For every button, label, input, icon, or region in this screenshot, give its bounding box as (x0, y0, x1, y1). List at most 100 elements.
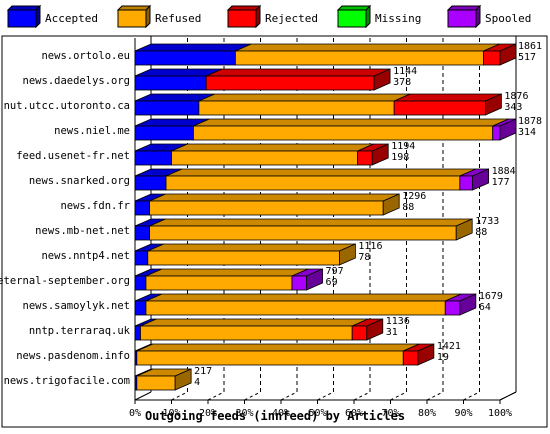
bar-end-face (371, 143, 389, 166)
legend-swatch-top-refused (116, 5, 152, 11)
bar-segment-spooled (444, 300, 461, 316)
bar-segment-refused (198, 100, 395, 116)
bar-segment-accepted (134, 75, 207, 91)
bar-row (134, 293, 477, 316)
floor-gridline (171, 391, 188, 401)
legend-swatch-side-missing (365, 4, 371, 29)
legend-swatch-missing (337, 9, 367, 28)
bar-segment-refused (136, 375, 176, 391)
bar-segment-refused (145, 275, 293, 291)
bar-end-face (472, 168, 490, 191)
legend: Accepted Refused Rejected Missing Spooled (6, 4, 531, 29)
bar-segment-refused (149, 200, 384, 216)
bar-segment-top-rejected (393, 93, 502, 102)
floor-gridline (244, 391, 261, 401)
floor-gridline (463, 391, 480, 401)
bar-segment-spooled (459, 175, 474, 191)
legend-swatch-rejected (227, 9, 257, 28)
bar-end-face (455, 218, 473, 241)
bar-segment-top-refused (145, 293, 462, 302)
bar-end-face (306, 268, 323, 291)
bar-end-face (382, 193, 400, 216)
legend-label-accepted: Accepted (45, 12, 98, 25)
bar-segment-accepted (134, 275, 147, 291)
x-tick-label: 50% (308, 408, 326, 419)
bar-segment-accepted (134, 150, 172, 166)
data-label-accepted: 4 (194, 377, 200, 388)
category-label: news.snarked.org (29, 175, 130, 187)
bar-row (134, 43, 517, 66)
data-label-accepted: 19 (437, 352, 449, 363)
x-tick-label: 90% (454, 408, 472, 419)
bar-segment-accepted (134, 300, 147, 316)
bar-segment-top-refused (149, 218, 473, 227)
legend-swatch-side-accepted (35, 4, 41, 29)
category-label: nntp.terraraq.uk (29, 325, 131, 337)
bar-segment-refused (147, 250, 340, 266)
bar-segment-spooled (492, 125, 501, 141)
bar-segment-top-refused (147, 243, 356, 252)
bar-segment-top-rejected (206, 68, 391, 77)
data-labels: 1861517114437818763431878314119419818841… (194, 41, 542, 388)
bar-row (134, 168, 490, 191)
bar-end-face (499, 118, 517, 141)
bar-segment-top-refused (193, 118, 509, 127)
bar-segment-rejected (483, 50, 501, 66)
data-label-accepted: 69 (326, 277, 338, 288)
bar-segment-accepted (134, 200, 150, 216)
bar-segment-refused (149, 225, 457, 241)
data-label-total: 1679 (479, 291, 503, 302)
x-tick-label: 20% (199, 408, 217, 419)
bar-segment-accepted (134, 125, 194, 141)
bar-segment-rejected (402, 350, 419, 366)
bar-segment-accepted (134, 250, 149, 266)
category-label: news.daedelys.org (23, 75, 130, 87)
bar-row (134, 268, 323, 291)
x-tick-label: 100% (488, 408, 512, 419)
category-label: news.niel.me (54, 125, 130, 137)
x-tick-labels: 0% 10% 20% 30% 40% 50% 60% 70% 80% 90% 100% (129, 408, 512, 419)
bar-row (134, 68, 391, 91)
floor-gridline (207, 391, 225, 401)
legend-label-rejected: Rejected (265, 12, 318, 25)
data-label-total: 1878 (518, 116, 542, 127)
legend-swatch-top-missing (336, 5, 372, 11)
legend-swatch-side-rejected (255, 4, 261, 29)
bar-row (134, 118, 517, 141)
legend-label-refused: Refused (155, 12, 201, 25)
x-tick-label: 0% (129, 408, 141, 419)
data-label-total: 1733 (475, 216, 499, 227)
bar-segment-accepted (134, 50, 236, 66)
bar-segment-accepted (134, 100, 200, 116)
legend-swatch-spooled (447, 9, 477, 28)
floor-gridline (499, 391, 517, 401)
bar-row (134, 318, 384, 341)
category-labels: news.ortolo.eu news.daedelys.org nut.utcc.… (0, 50, 131, 387)
bar-segment-top-refused (171, 143, 374, 152)
data-label-total: 1144 (393, 66, 417, 77)
data-label-total: 1116 (358, 241, 382, 252)
data-label-total: 1876 (504, 91, 528, 102)
category-label: eternal-september.org (0, 275, 130, 287)
bar-end-face (174, 368, 192, 391)
bar-segment-refused (165, 175, 461, 191)
floor-gridline (353, 391, 371, 401)
data-label-total: 217 (194, 366, 212, 377)
bar-segment-refused (140, 325, 353, 341)
x-axis-title: Outgoing feeds (innfeed) by Articles (145, 409, 405, 423)
category-label: news.fdn.fr (60, 200, 130, 212)
bar-segment-rejected (393, 100, 486, 116)
data-label-accepted: 88 (402, 202, 414, 213)
bar-end-face (338, 243, 356, 266)
bar-segment-top-refused (198, 93, 411, 102)
data-label-total: 1194 (391, 141, 415, 152)
legend-swatch-side-spooled (475, 4, 481, 29)
bar-row (134, 193, 400, 216)
legend-swatch-refused (117, 9, 147, 28)
bar-segment-refused (136, 350, 404, 366)
bar-end-face (373, 68, 391, 91)
category-label: nut.utcc.utoronto.ca (4, 100, 130, 112)
data-label-accepted: 31 (386, 327, 398, 338)
